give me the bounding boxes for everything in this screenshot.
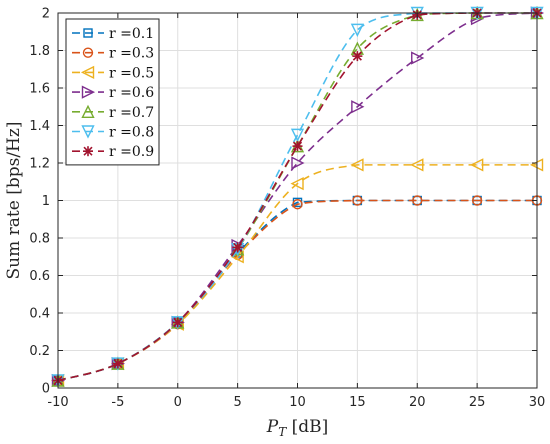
data-point — [83, 28, 93, 38]
x-tick-label: 15 — [349, 395, 366, 410]
legend-label: r =0.9 — [109, 144, 154, 160]
data-point — [81, 85, 96, 99]
legend-label: r =0.5 — [109, 65, 154, 81]
data-point — [80, 65, 95, 80]
data-point — [411, 51, 425, 65]
x-tick-label: -5 — [111, 395, 124, 410]
x-axis-label-unit: [dB] — [286, 417, 328, 437]
legend-entry: r =0.8 — [72, 125, 154, 141]
legend-label: r =0.1 — [109, 26, 154, 42]
y-tick-label: 1 — [42, 194, 50, 209]
y-tick-label: 1.2 — [29, 157, 50, 172]
y-tick-label: 1.8 — [29, 44, 50, 59]
data-point — [291, 156, 305, 170]
y-tick-label: 0.8 — [29, 232, 50, 247]
data-point — [290, 176, 304, 191]
data-point — [470, 158, 484, 172]
x-tick-label: 10 — [289, 395, 306, 410]
legend-label: r =0.3 — [109, 46, 154, 62]
y-axis-label: Sum rate [bps/Hz] — [4, 122, 24, 280]
data-point — [172, 317, 183, 328]
grid — [57, 12, 538, 389]
data-point — [292, 199, 303, 210]
legend-entry: r =0.5 — [72, 65, 154, 81]
axes: -10 -5 0 5 10 15 20 25 30 0 0.2 0.4 0.6 0.8 1 1.2 1.4 1.6… — [29, 7, 545, 411]
x-tick-label: -10 — [47, 395, 68, 410]
data-point — [82, 47, 94, 58]
data-point — [81, 104, 95, 119]
x-axis-label-main: P — [266, 417, 279, 437]
data-point — [292, 141, 303, 152]
x-tick-label: 30 — [529, 395, 546, 410]
data-point — [410, 158, 424, 172]
y-tick-label: 2 — [42, 7, 50, 22]
legend: r =0.1 r =0.3 r =0.5 r =0.6 r =0.7 r =0.8 r =0… — [65, 18, 160, 166]
y-tick-label: 0.2 — [29, 344, 50, 359]
x-tick-label: 20 — [409, 395, 426, 410]
data-point — [352, 51, 363, 62]
x-tick-label: 5 — [233, 395, 241, 410]
data-point — [351, 100, 365, 114]
legend-entry: r =0.6 — [72, 85, 154, 101]
legend-entry: r =0.1 — [72, 26, 154, 42]
x-tick-label: 25 — [469, 395, 486, 410]
legend-entry: r =0.9 — [72, 144, 154, 160]
data-point — [350, 23, 365, 37]
legend-label: r =0.6 — [109, 85, 154, 101]
data-point — [112, 358, 123, 369]
y-tick-label: 0 — [42, 382, 50, 397]
data-point — [471, 195, 483, 206]
y-tick-label: 1.4 — [29, 119, 50, 134]
data-point — [412, 195, 423, 206]
legend-box — [65, 18, 160, 166]
legend-label: r =0.7 — [109, 105, 154, 121]
data-point — [350, 158, 364, 172]
legend-entry: r =0.7 — [72, 104, 154, 121]
legend-label: r =0.8 — [109, 125, 154, 141]
data-point — [81, 125, 95, 139]
y-tick-label: 0.4 — [29, 307, 50, 322]
x-axis-label: PT [dB] — [266, 417, 329, 439]
y-tick-label: 0.6 — [29, 269, 50, 284]
data-point — [290, 128, 305, 142]
data-point — [352, 195, 363, 206]
y-tick-label: 1.6 — [29, 82, 50, 97]
data-point — [83, 146, 93, 157]
x-tick-label: 0 — [174, 395, 182, 410]
data-point — [232, 242, 243, 253]
x-axis-label-sub: T — [278, 425, 287, 439]
legend-entry: r =0.3 — [72, 46, 154, 62]
